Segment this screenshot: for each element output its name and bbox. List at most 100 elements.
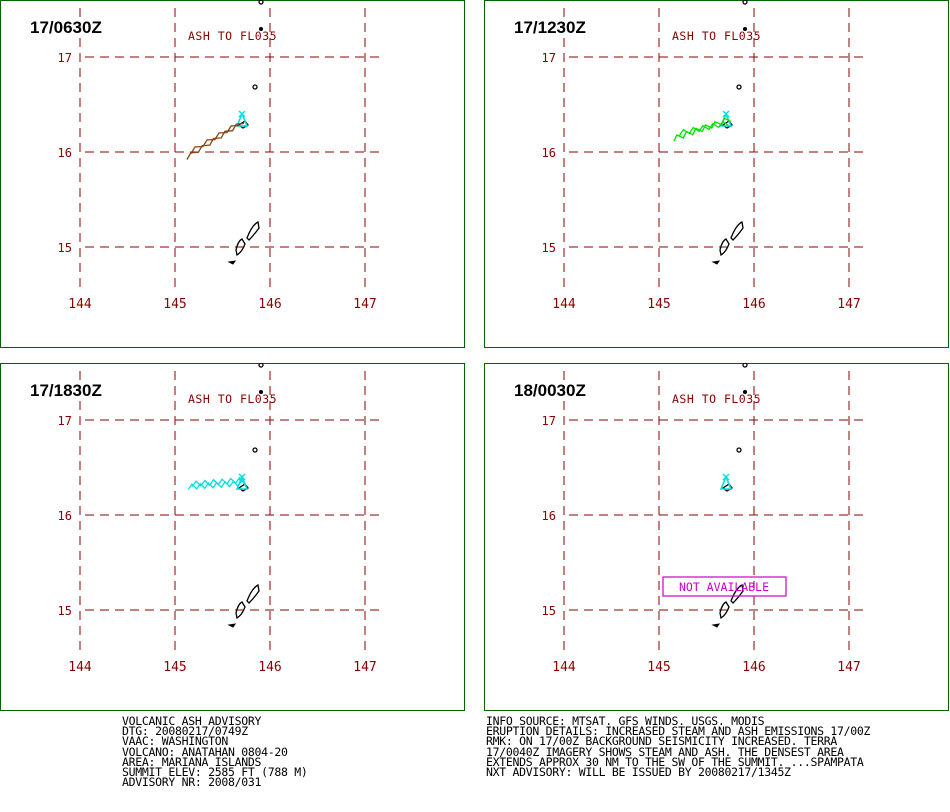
ash-plume <box>678 120 729 136</box>
advisory-line: EXTENDS APPROX 30 NM TO THE SW OF THE SU… <box>486 754 864 769</box>
latitude-label: 16 <box>542 509 556 523</box>
latitude-label: 16 <box>542 146 556 160</box>
island-marker <box>259 27 263 31</box>
island-outline <box>719 601 730 620</box>
longitude-label: 145 <box>647 660 670 675</box>
map-svg: 17 16 15 144 145 146 147 ASH TO FL035 <box>0 363 465 711</box>
map-panel: 17 16 15 144 145 146 147 ASH TO FL035 17/1230Z <box>484 0 949 348</box>
advisory-line: SUMMIT ELEV: 2585 FT (788 M) <box>122 765 308 780</box>
island-outline <box>235 238 246 257</box>
panel-frame <box>0 0 465 348</box>
latitude-label: 17 <box>58 414 72 428</box>
island-outline <box>227 260 237 265</box>
advisory-line: 17/0040Z IMAGERY SHOWS STEAM AND ASH. TH… <box>486 744 844 759</box>
longitude-label: 146 <box>742 297 765 312</box>
map-svg: 17 16 15 144 145 146 147 ASH TO FL035 <box>484 0 949 348</box>
latitude-label: 17 <box>58 51 72 65</box>
map-panel: 17 16 15 144 145 146 147 ASH TO FL035 17/1830Z <box>0 363 465 711</box>
longitude-label: 145 <box>163 297 186 312</box>
advisory-line: VOLCANO: ANATAHAN 0804-20 <box>122 744 288 759</box>
status-label: NOT AVAILABLE <box>679 580 769 594</box>
island-marker <box>742 0 748 5</box>
island-marker <box>743 390 747 394</box>
longitude-label: 147 <box>353 297 376 312</box>
ash-plume <box>673 117 732 142</box>
advisory-line: NXT ADVISORY: WILL BE ISSUED BY 20080217… <box>486 765 791 780</box>
island-marker <box>259 390 263 394</box>
volcano-plume-stroke <box>722 110 730 118</box>
advisory-line: ADVISORY NR: 2008/031 <box>122 775 262 790</box>
island-anatahan <box>721 120 733 129</box>
island-marker <box>736 84 742 90</box>
map-panel: 17 16 15 144 145 146 147 ASH TO FL035 NOT AVAILA… <box>484 363 949 711</box>
island-outline <box>246 584 260 604</box>
volcano-plume-stroke <box>238 110 246 118</box>
island-anatahan <box>237 120 249 129</box>
longitude-label: 145 <box>647 297 670 312</box>
island-marker <box>252 84 258 90</box>
volcano-plume-stroke <box>722 473 730 481</box>
advisory-line: VAAC: WASHINGTON <box>122 734 228 749</box>
panel-frame <box>484 363 949 711</box>
island-outline <box>730 221 744 241</box>
island-outline <box>730 584 744 604</box>
longitude-label: 146 <box>258 297 281 312</box>
latitude-label: 15 <box>542 241 556 255</box>
advisory-info-right: INFO SOURCE: MTSAT. GFS WINDS. USGS. MOD… <box>486 714 870 780</box>
ash-level-label: ASH TO FL035 <box>188 392 277 406</box>
longitude-label: 147 <box>837 660 860 675</box>
status-box <box>662 576 787 597</box>
longitude-label: 144 <box>552 297 576 312</box>
island-outline <box>246 221 260 241</box>
ash-level-label: ASH TO FL035 <box>672 392 761 406</box>
longitude-label: 144 <box>68 660 92 675</box>
latitude-label: 15 <box>542 604 556 618</box>
forecast-time-label: 17/1830Z <box>30 381 102 400</box>
island-marker <box>736 447 742 453</box>
latitude-label: 16 <box>58 146 72 160</box>
panel-frame <box>0 363 465 711</box>
forecast-time-label: 17/0630Z <box>30 18 102 37</box>
longitude-label: 144 <box>68 297 92 312</box>
longitude-label: 146 <box>742 660 765 675</box>
island-marker <box>252 447 258 453</box>
advisory-line: INFO SOURCE: MTSAT. GFS WINDS. USGS. MOD… <box>486 714 765 728</box>
map-svg: 17 16 15 144 145 146 147 ASH TO FL035 NOT AVAILA… <box>484 363 949 711</box>
forecast-time-label: 17/1230Z <box>514 18 586 37</box>
forecast-time-label: 18/0030Z <box>514 381 586 400</box>
ash-plume <box>186 122 245 160</box>
volcano-icon <box>235 110 249 127</box>
volcano-triangle <box>235 111 249 127</box>
longitude-label: 144 <box>552 660 576 675</box>
latitude-label: 15 <box>58 241 72 255</box>
island-outline <box>719 238 730 257</box>
advisory-info-left: VOLCANIC ASH ADVISORY DTG: 20080217/0749… <box>122 715 308 790</box>
ash-level-label: ASH TO FL035 <box>672 29 761 43</box>
island-marker <box>258 0 264 5</box>
latitude-label: 17 <box>542 414 556 428</box>
longitude-label: 147 <box>353 660 376 675</box>
longitude-label: 147 <box>837 297 860 312</box>
longitude-label: 145 <box>163 660 186 675</box>
latitude-label: 15 <box>58 604 72 618</box>
advisory-line: DTG: 20080217/0749Z <box>122 724 248 739</box>
island-outline <box>711 260 721 265</box>
map-svg: 17 16 15 144 145 146 147 ASH TO FL035 <box>0 0 465 348</box>
ash-plume <box>191 476 245 487</box>
volcano-triangle <box>719 474 733 490</box>
advisory-line: AREA: MARIANA ISLANDS <box>122 754 262 769</box>
island-outline <box>235 601 246 620</box>
ash-level-label: ASH TO FL035 <box>188 29 277 43</box>
island-outline <box>227 623 237 628</box>
island-marker <box>743 27 747 31</box>
panel-frame <box>484 0 949 348</box>
island-marker <box>258 363 264 368</box>
island-anatahan <box>237 483 249 492</box>
island-marker <box>742 363 748 368</box>
advisory-line: RMK: ON 17/00Z BACKGROUND SEISMICITY INC… <box>486 734 838 749</box>
ash-plume <box>190 124 239 154</box>
island-anatahan <box>721 483 733 492</box>
longitude-label: 146 <box>258 660 281 675</box>
island-outline <box>711 623 721 628</box>
volcano-icon <box>719 473 733 490</box>
